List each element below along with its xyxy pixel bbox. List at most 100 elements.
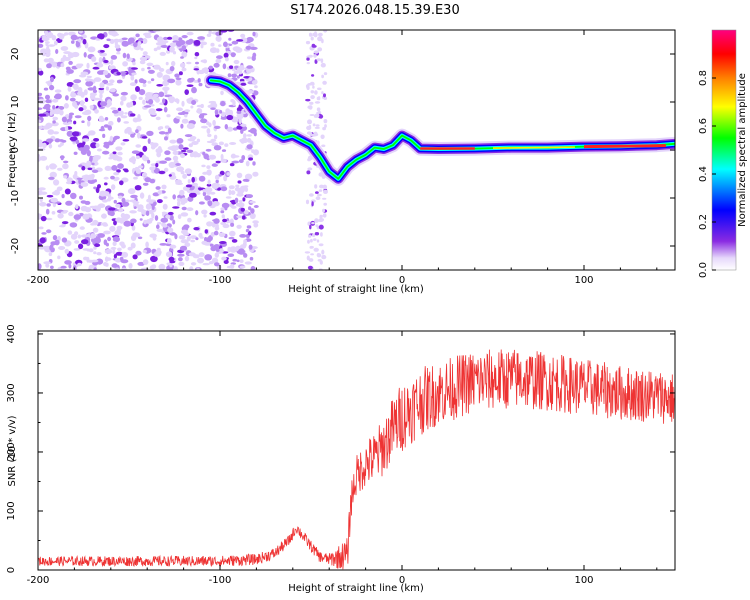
speckle [78,107,84,112]
speckle [63,175,68,179]
speckle [38,226,44,230]
speckle [318,189,323,192]
speckle [117,110,124,116]
speckle [164,82,170,86]
speckle [147,159,151,164]
speckle [45,208,50,215]
speckle [89,155,93,162]
speckle [198,201,205,205]
speckle [90,259,99,263]
speckle [93,251,97,255]
speckle [229,246,238,253]
speckle [238,200,243,203]
speckle [53,95,59,99]
speckle [311,201,314,207]
speckle [69,136,78,142]
speckle [57,255,61,260]
snr-panel: -200 -100 0 100 0 100 200 300 400 Height of str… [6,324,676,594]
speckle [211,182,220,189]
speckle [133,42,138,48]
speckle [134,185,142,191]
speckle [75,204,79,210]
speckle [191,182,198,187]
speckle [323,72,328,76]
speckle [38,245,46,250]
speckle [38,263,42,270]
speckle [52,98,59,103]
speckle [306,57,310,61]
speckle [47,129,55,135]
speckle [129,210,135,214]
speckle [307,167,313,171]
speckle [157,199,163,204]
speckle [314,31,317,34]
speckle [196,104,204,108]
speckle [185,39,193,45]
speckle [39,202,47,207]
speckle [240,33,246,38]
speckle [206,169,212,176]
speckle [98,87,105,91]
speckle [226,126,234,132]
speckle [42,142,47,148]
speckle [83,144,90,152]
speckle [131,225,136,231]
speckle [142,145,148,152]
speckle [197,257,204,264]
speckle [49,245,53,251]
speckle [146,92,154,96]
snr-x-ticks: -200 -100 0 100 [27,331,658,586]
speckle [72,84,77,89]
speckle [309,114,315,116]
speckle [139,60,146,65]
speckle [230,222,235,227]
speckle [121,197,126,203]
speckle [71,40,75,44]
speckle [164,136,168,141]
speckle [48,176,55,180]
speckle [178,257,183,262]
speckle [139,192,145,199]
speckle [50,197,58,203]
speckle [306,170,311,175]
speckle [196,138,201,143]
speckle [228,236,235,240]
speckle [174,145,180,151]
speckle [112,109,119,114]
speckle [242,241,247,248]
speckle [104,249,113,254]
speckle [249,200,256,204]
speckle [228,185,235,190]
speckle [319,184,324,189]
speckle [231,155,240,158]
speckle [100,50,105,53]
speckle [121,251,129,258]
speckle [180,201,186,205]
speckle [38,213,43,218]
speckle [83,89,88,96]
speckle [252,161,256,166]
speckle [212,219,219,222]
speckle [116,225,123,230]
speckle [61,221,69,225]
speckle [232,258,238,262]
speckle [95,236,100,243]
speckle [86,160,91,166]
speckle [112,249,116,255]
speckle [181,206,187,211]
speckle [313,32,318,38]
speckle [195,61,199,65]
spectrogram-y-label: Frequency (Hz) [7,112,18,188]
speckle [87,87,95,91]
speckle [316,107,321,112]
speckle [203,153,209,160]
speckle [105,242,109,247]
speckle [177,200,181,207]
speckle [43,261,51,265]
speckle [169,46,175,53]
speckle [215,58,222,64]
speckle [169,260,176,264]
speckle [186,84,194,87]
speckle [176,138,184,144]
speckle [141,67,145,72]
